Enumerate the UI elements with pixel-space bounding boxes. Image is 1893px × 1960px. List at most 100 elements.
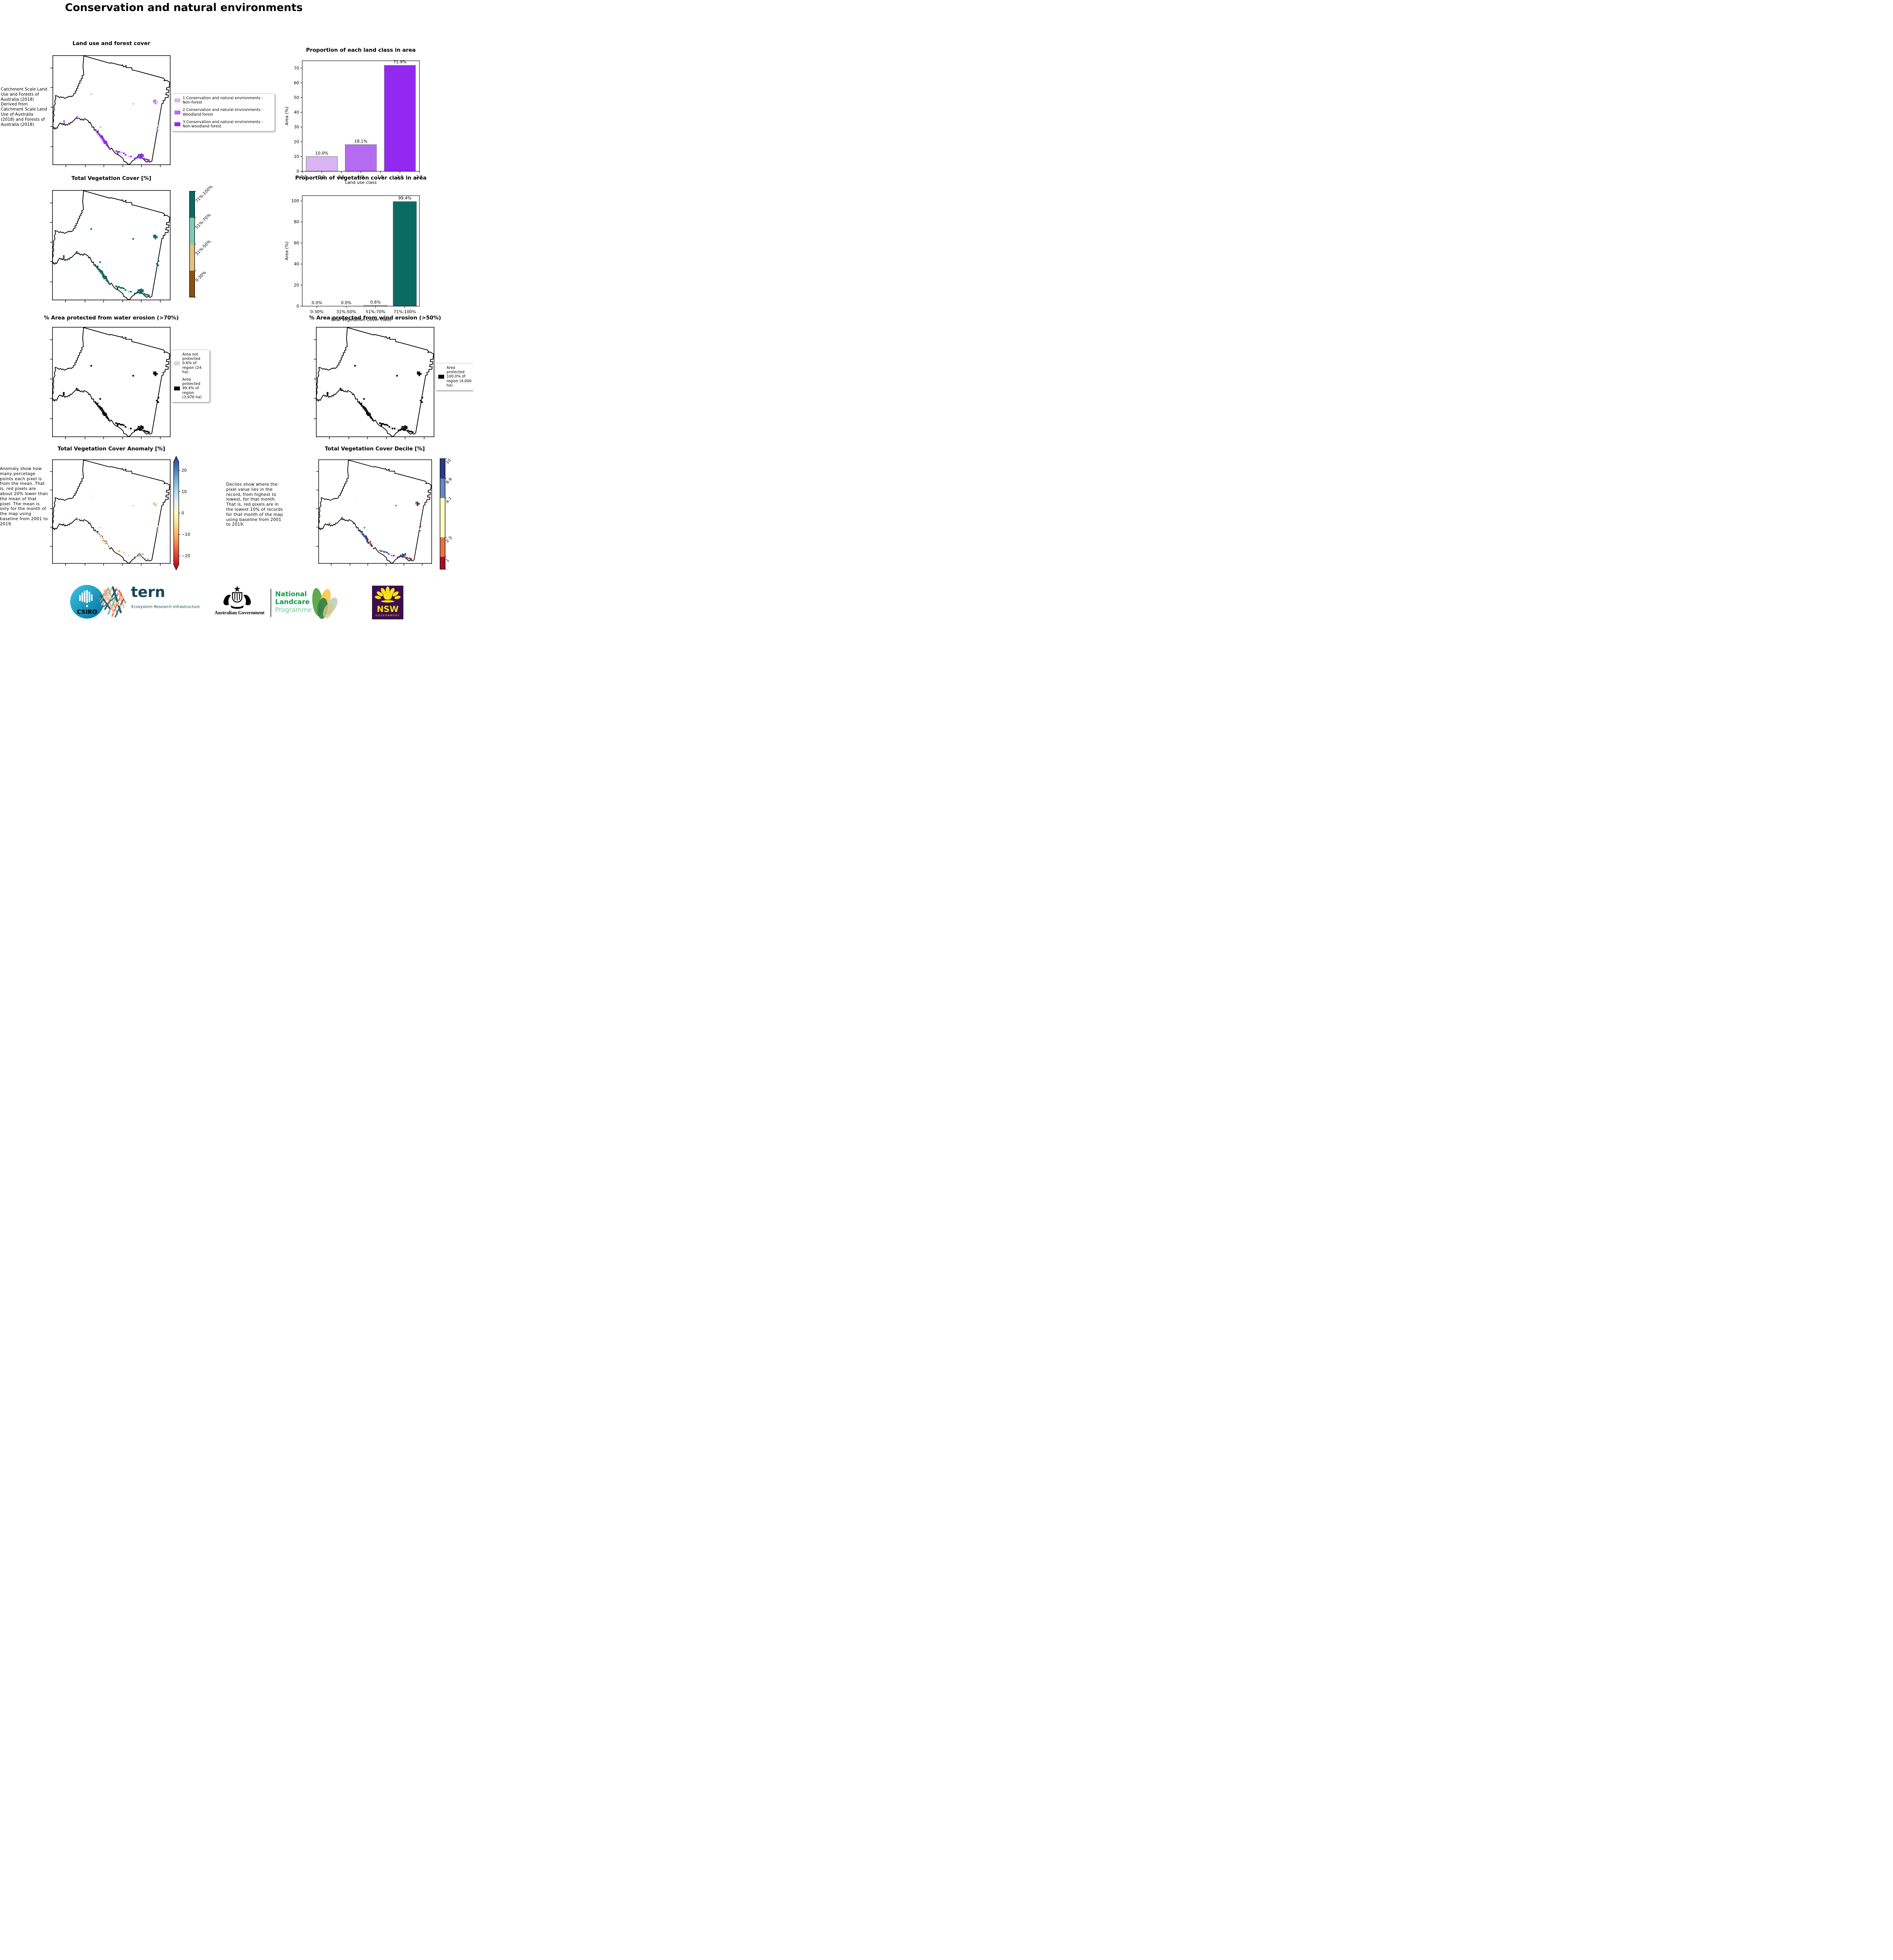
- decile-caption: Deciles show where the pixel value lies …: [226, 482, 283, 527]
- svg-text:60: 60: [294, 81, 299, 85]
- veg-cover-colorbar: 71%-100% 51%-70% 31%-50% 0-30%: [189, 184, 214, 298]
- land-class-bar-chart: Proportion of each land class in area 0 10…: [284, 47, 423, 185]
- svg-text:1.5: 1.5: [377, 175, 384, 180]
- decile-colorbar: 10 8-9 4-7 2-3 1: [439, 458, 453, 570]
- water-legend-entry: Area not protected 0.6% of region (24 ha…: [174, 352, 207, 374]
- svg-text:4-7: 4-7: [445, 496, 453, 505]
- land-use-legend-entry: 3 Conservation and natural environments …: [174, 120, 272, 129]
- wind-legend-label: Area protected 100.0% of region (4,000 h…: [446, 366, 472, 388]
- land-use-legend-swatch-icon: [174, 110, 180, 114]
- svg-text:0.0: 0.0: [318, 175, 325, 180]
- nsw-government-logo: NSW GOVERNMENT: [372, 586, 403, 619]
- svg-text:Proportion of vegetation cover: Proportion of vegetation cover class in …: [295, 175, 427, 181]
- land-use-legend-entry: 2 Conservation and natural environments …: [174, 108, 272, 117]
- svg-text:Land use class: Land use class: [345, 180, 377, 185]
- panel-title-land-use: Land use and forest cover: [72, 40, 151, 47]
- csiro-label: CSIRO: [77, 608, 97, 615]
- svg-text:80: 80: [294, 220, 299, 225]
- wind-erosion-map: [314, 327, 434, 439]
- decile-map: [316, 459, 432, 566]
- svg-text:1: 1: [445, 558, 450, 563]
- tern-wordmark: tern: [131, 584, 165, 601]
- svg-text:99.4%: 99.4%: [398, 196, 411, 201]
- nsw-sub-label: GOVERNMENT: [375, 614, 400, 617]
- svg-text:20: 20: [294, 283, 299, 288]
- svg-text:2.0: 2.0: [397, 175, 403, 180]
- svg-text:0-30%: 0-30%: [310, 310, 323, 314]
- land-use-legend-swatch-icon: [174, 98, 180, 103]
- svg-text:2.5: 2.5: [416, 175, 423, 180]
- australian-government-crest-icon: [223, 586, 251, 609]
- nsw-waratah-icon: [375, 586, 401, 603]
- svg-text:31%-50%: 31%-50%: [336, 310, 356, 314]
- veg-class-bar-chart: Proportion of vegetation cover class in …: [284, 175, 427, 322]
- logo-divider: [270, 589, 271, 617]
- landcare-line3: Programme: [275, 606, 312, 613]
- svg-text:8-9: 8-9: [445, 477, 453, 485]
- landcare-line1: National: [275, 590, 307, 598]
- water-legend-label: Area protected 99.4% of region (3,976 ha…: [182, 377, 202, 399]
- land-use-legend: 1 Conservation and natural environments …: [171, 93, 275, 132]
- tern-australia-icon: [99, 586, 126, 618]
- svg-text:60: 60: [294, 241, 299, 245]
- landcare-leaves-icon: [312, 588, 338, 619]
- landcare-line2: Landcare: [275, 598, 310, 606]
- water-legend-entry: Area protected 99.4% of region (3,976 ha…: [174, 377, 207, 399]
- svg-text:0.6%: 0.6%: [370, 300, 381, 305]
- svg-text:10: 10: [294, 154, 299, 159]
- land-use-legend-entry: 1 Conservation and natural environments …: [174, 96, 272, 105]
- land-use-legend-swatch-icon: [174, 122, 180, 127]
- svg-text:−20: −20: [181, 554, 190, 559]
- svg-text:31%-50%: 31%-50%: [194, 239, 212, 256]
- australian-government-label: Australian Government: [214, 610, 265, 615]
- svg-text:Area (%): Area (%): [284, 107, 289, 125]
- svg-text:71%-100%: 71%-100%: [194, 184, 214, 203]
- land-use-map: [50, 55, 171, 167]
- water-legend-label: Area not protected 0.6% of region (24 ha…: [182, 352, 201, 374]
- svg-text:0: 0: [296, 169, 299, 174]
- svg-text:0: 0: [181, 511, 184, 516]
- svg-text:18.1%: 18.1%: [354, 139, 367, 144]
- csiro-logo-icon: CSIRO: [70, 585, 104, 619]
- svg-text:10.0%: 10.0%: [315, 151, 328, 156]
- land-use-legend-label: 3 Conservation and natural environments …: [183, 120, 263, 129]
- svg-text:1.0: 1.0: [358, 175, 364, 180]
- anomaly-colorbar: 20 10 0 −10 −20: [173, 456, 190, 571]
- svg-text:10: 10: [181, 490, 187, 494]
- svg-text:−0.5: −0.5: [297, 175, 307, 180]
- nsw-label: NSW: [377, 604, 399, 614]
- wind-erosion-legend: Area protected 100.0% of region (4,000 h…: [435, 363, 473, 391]
- svg-text:50: 50: [294, 96, 299, 100]
- svg-text:0.5: 0.5: [338, 175, 345, 180]
- svg-text:51%-70%: 51%-70%: [194, 212, 212, 230]
- veg-cover-map: [50, 190, 171, 303]
- svg-text:40: 40: [294, 262, 299, 267]
- svg-text:Proportion of each land class: Proportion of each land class in area: [306, 47, 416, 53]
- svg-text:0-30%: 0-30%: [194, 270, 207, 283]
- svg-text:10: 10: [445, 458, 452, 465]
- panel-title-anomaly: Total Vegetation Cover Anomaly [%]: [57, 446, 165, 452]
- water-erosion-legend: Area not protected 0.6% of region (24 ha…: [171, 350, 210, 403]
- svg-text:71.9%: 71.9%: [393, 60, 406, 65]
- land-use-caption: Catchment Scale Land Use and Forests of …: [1, 87, 47, 127]
- svg-text:−10: −10: [181, 532, 190, 537]
- panel-title-decile: Total Vegetation Cover Decile [%]: [325, 446, 425, 452]
- water-legend-swatch-icon: [174, 361, 180, 365]
- svg-text:0: 0: [296, 304, 299, 309]
- water-legend-swatch-icon: [174, 387, 180, 391]
- land-use-legend-label: 2 Conservation and natural environments …: [183, 108, 263, 117]
- svg-text:30: 30: [294, 125, 299, 130]
- svg-text:70: 70: [294, 66, 299, 71]
- svg-text:Area (%): Area (%): [284, 241, 289, 260]
- report-page: Conservation and natural environments La…: [0, 0, 473, 619]
- panel-title-wind-erosion: % Area protected from wind erosion (>50%…: [309, 315, 441, 321]
- svg-text:2-3: 2-3: [445, 535, 453, 544]
- water-erosion-map: [50, 327, 171, 439]
- page-title: Conservation and natural environments: [65, 2, 303, 14]
- svg-text:100: 100: [291, 199, 299, 203]
- panel-title-water-erosion: % Area protected from water erosion (>70…: [44, 315, 179, 321]
- svg-text:71%-100%: 71%-100%: [394, 310, 416, 314]
- anomaly-map: [50, 459, 171, 566]
- svg-text:0.0%: 0.0%: [341, 301, 352, 305]
- svg-text:20: 20: [181, 468, 187, 473]
